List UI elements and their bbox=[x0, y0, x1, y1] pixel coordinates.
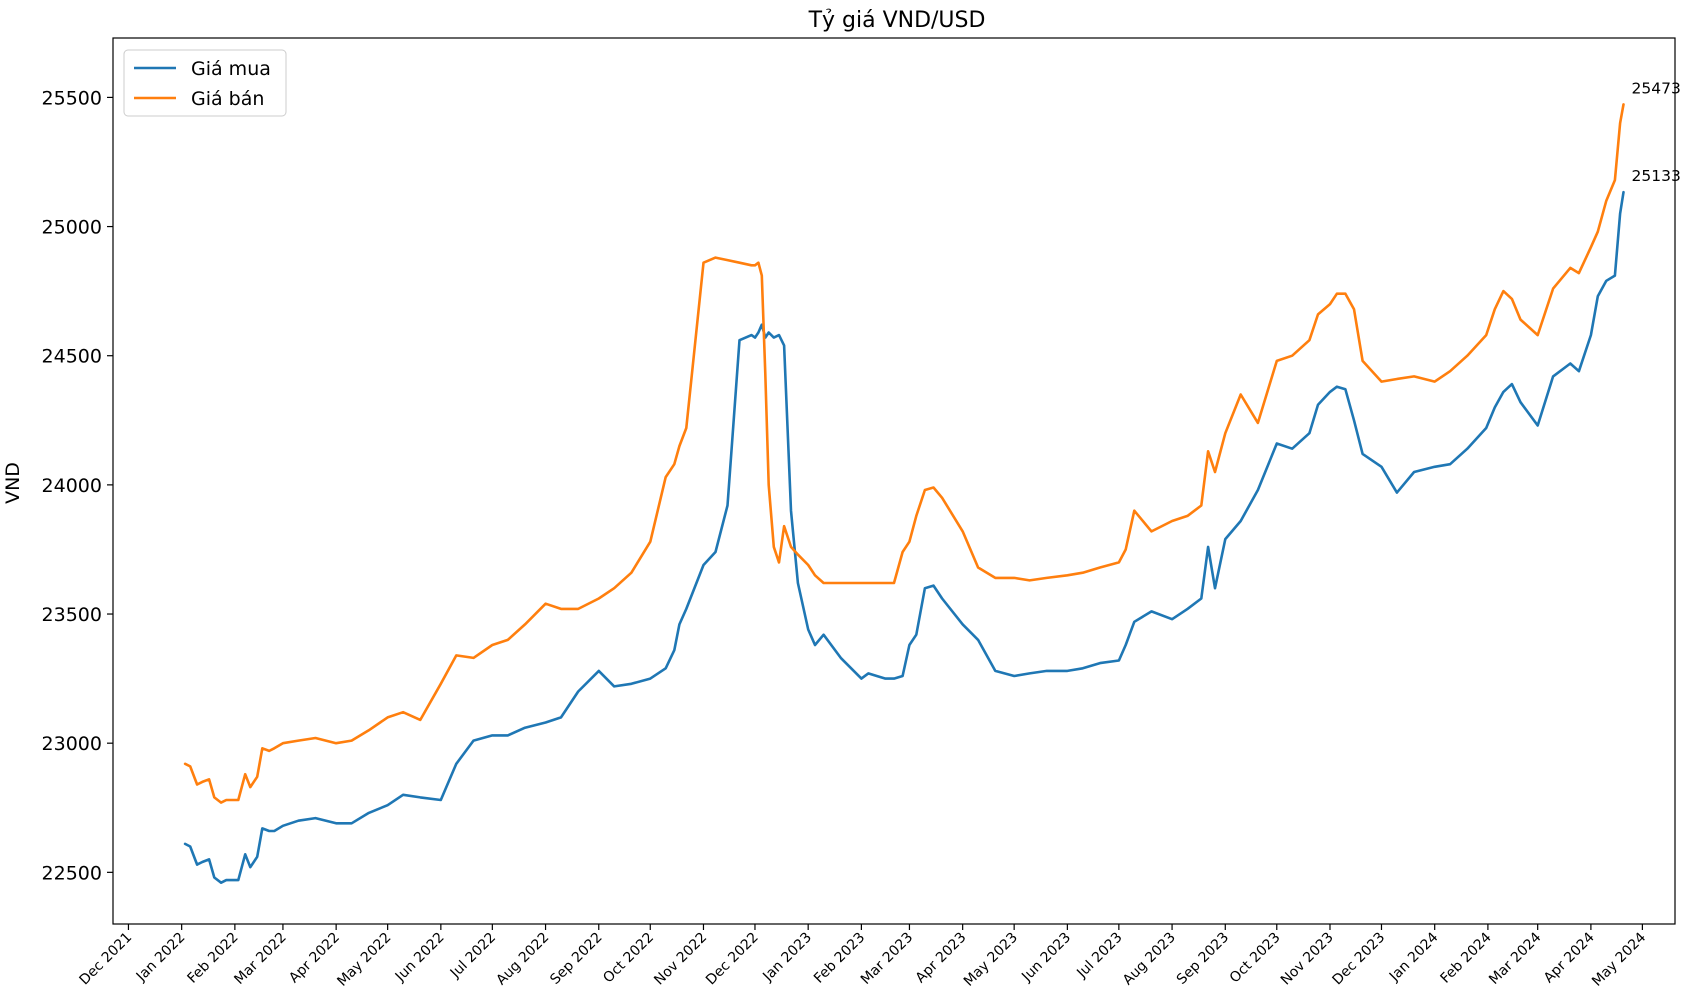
legend-label-buy: Giá mua bbox=[191, 58, 271, 80]
y-tick-label: 22500 bbox=[42, 862, 102, 884]
end-value-annotation: 25473 bbox=[1632, 79, 1681, 97]
y-tick-label: 23000 bbox=[42, 733, 102, 755]
y-tick-label: 24000 bbox=[42, 475, 102, 497]
y-tick-label: 25000 bbox=[42, 217, 102, 239]
legend-box bbox=[123, 49, 287, 117]
y-tick-label: 25500 bbox=[42, 87, 102, 109]
y-axis-label: VND bbox=[2, 462, 24, 504]
legend-label-sell: Giá bán bbox=[191, 88, 264, 110]
y-tick-label: 24500 bbox=[42, 346, 102, 368]
axes-frame bbox=[112, 37, 1676, 925]
y-tick-label: 23500 bbox=[42, 604, 102, 626]
end-value-annotation: 25133 bbox=[1632, 167, 1681, 185]
series-line-sell bbox=[183, 103, 1625, 804]
series-line-buy bbox=[183, 190, 1625, 885]
chart-title: Tỷ giá VND/USD bbox=[808, 8, 986, 33]
legend: Giá mua Giá bán bbox=[123, 49, 287, 117]
